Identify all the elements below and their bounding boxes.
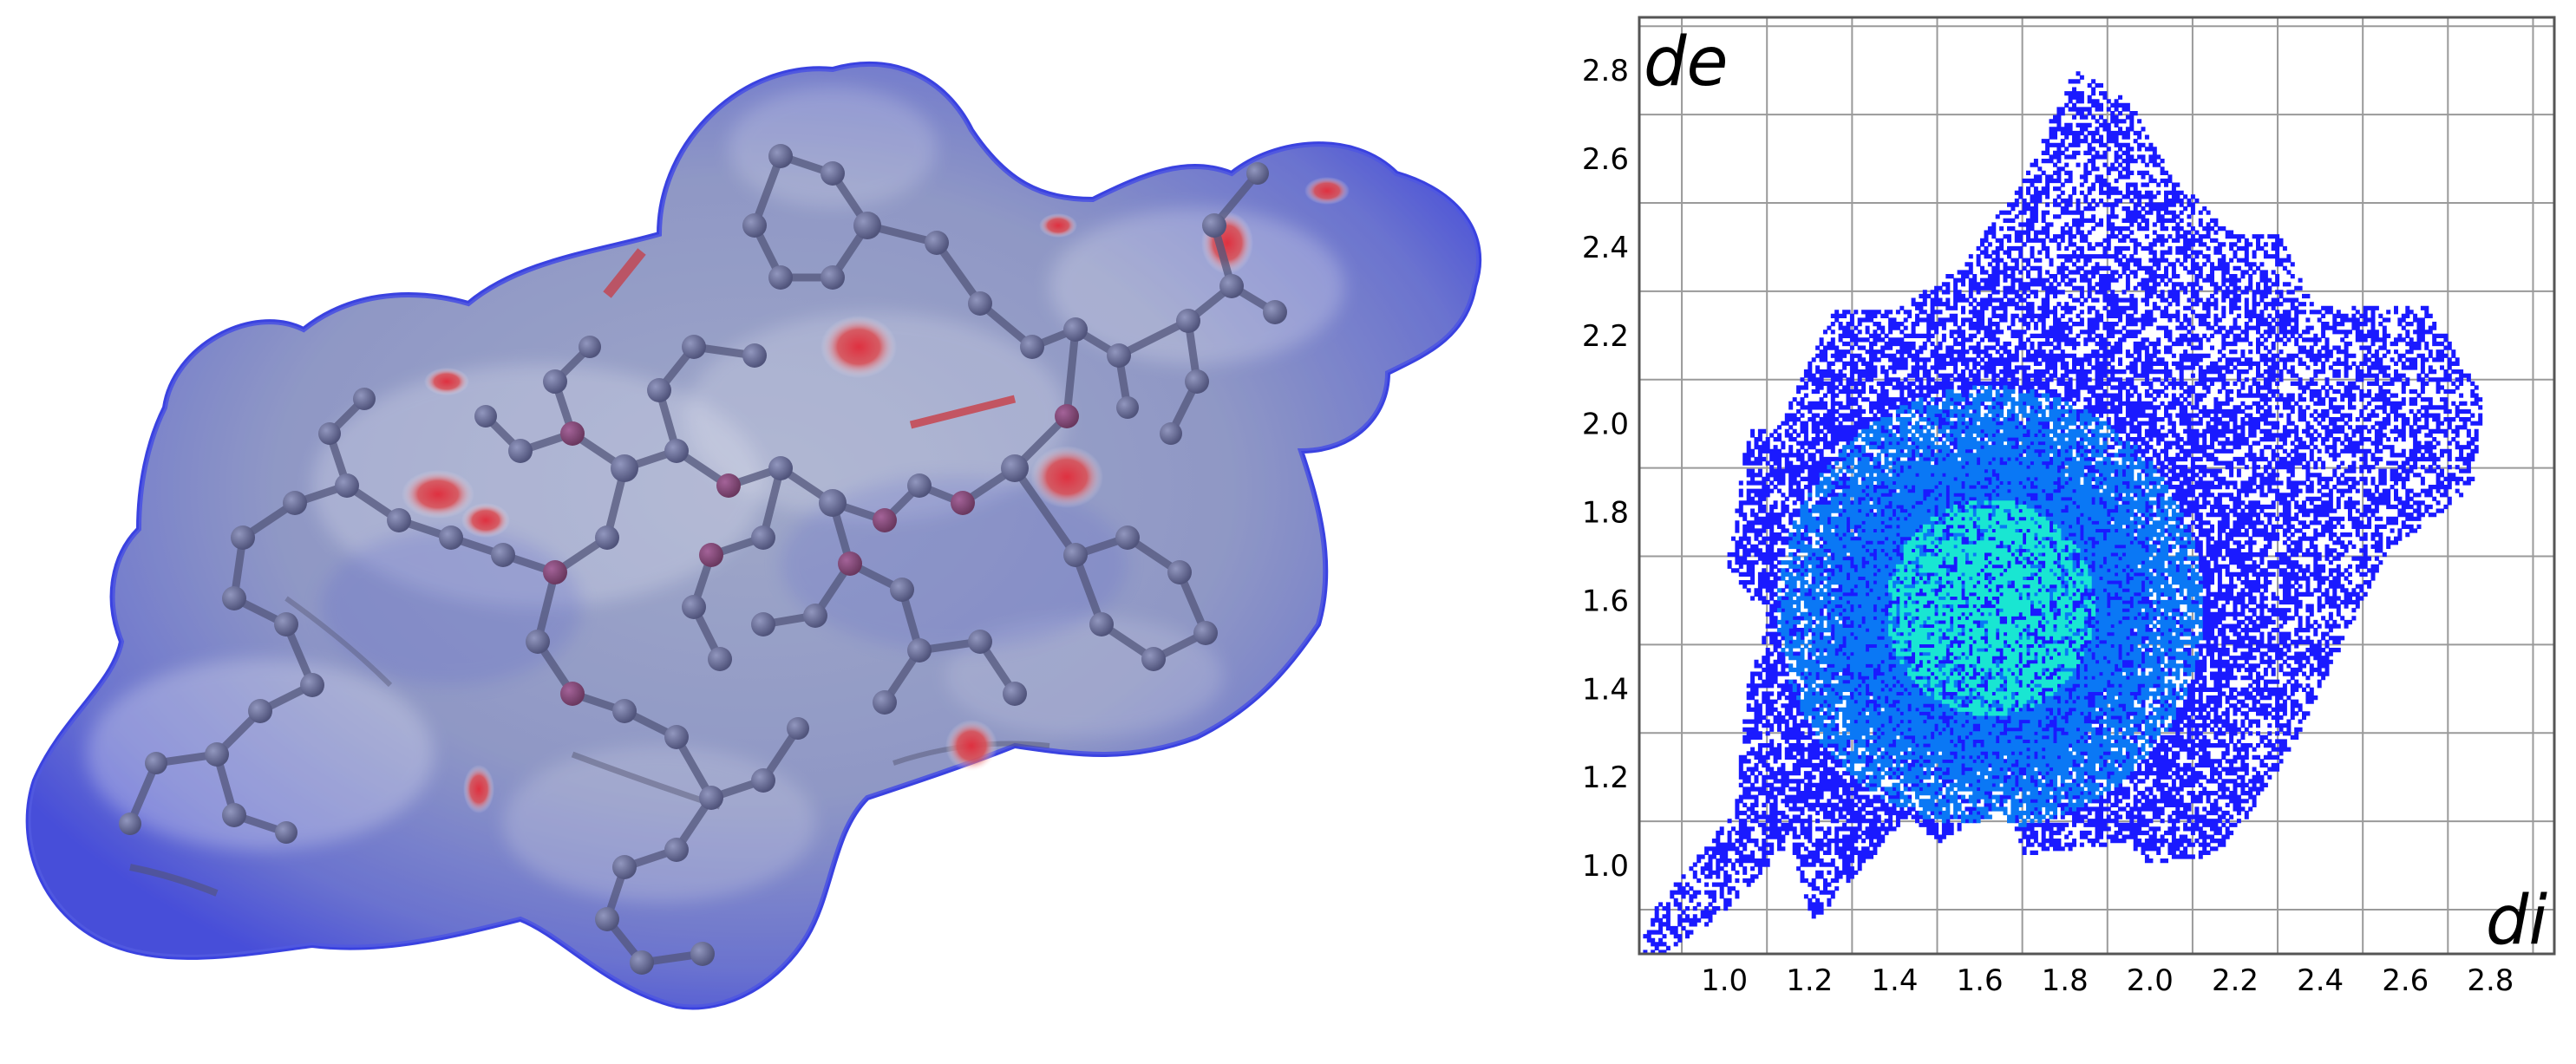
y-tick-label: 1.4 — [1582, 672, 1629, 707]
x-tick-label: 2.4 — [2297, 963, 2344, 998]
y-tick-label: 2.8 — [1582, 54, 1629, 88]
fingerprint-plot-panel: 1.0 1.2 1.4 1.6 1.8 2.0 2.2 2.4 2.6 2.8 1.0 1.2 1.4… — [1535, 0, 2576, 1064]
plot-frame — [1638, 16, 2556, 956]
heatmap-high-density — [1888, 500, 2096, 716]
x-tick-label: 2.0 — [2127, 963, 2174, 998]
y-tick-label: 2.6 — [1582, 142, 1629, 177]
y-tick-label: 1.8 — [1582, 496, 1629, 531]
x-tick-label: 1.2 — [1786, 963, 1833, 998]
molecular-surface-image — [25, 61, 1482, 1010]
y-tick-label: 2.4 — [1582, 231, 1629, 265]
heatmap-points — [1643, 71, 2483, 955]
x-tick-label: 1.8 — [2042, 963, 2089, 998]
x-tick-label: 1.6 — [1957, 963, 2004, 998]
x-tick-label: 2.2 — [2212, 963, 2259, 998]
x-tick-label: 2.6 — [2382, 963, 2429, 998]
x-axis-label: di — [2486, 882, 2548, 960]
x-tick-label: 1.0 — [1701, 963, 1748, 998]
y-tick-label: 1.2 — [1582, 760, 1629, 795]
y-tick-label: 2.0 — [1582, 408, 1629, 442]
x-tick-labels: 1.0 1.2 1.4 1.6 1.8 2.0 2.2 2.4 2.6 2.8 — [1701, 963, 2514, 998]
y-tick-label: 1.6 — [1582, 584, 1629, 618]
y-tick-label: 1.0 — [1582, 849, 1629, 884]
x-tick-label: 1.4 — [1871, 963, 1918, 998]
y-tick-labels: 1.0 1.2 1.4 1.6 1.8 2.0 2.2 2.4 2.6 2.8 — [1582, 54, 1629, 884]
molecular-surface-panel — [25, 61, 1482, 1010]
x-tick-label: 2.8 — [2467, 963, 2514, 998]
heatmap-mid-density — [1777, 385, 2203, 827]
y-axis-label: de — [1644, 23, 1729, 101]
fingerprint-plot: 1.0 1.2 1.4 1.6 1.8 2.0 2.2 2.4 2.6 2.8 1.0 1.2 1.4… — [1582, 16, 2556, 998]
y-tick-label: 2.2 — [1582, 319, 1629, 354]
